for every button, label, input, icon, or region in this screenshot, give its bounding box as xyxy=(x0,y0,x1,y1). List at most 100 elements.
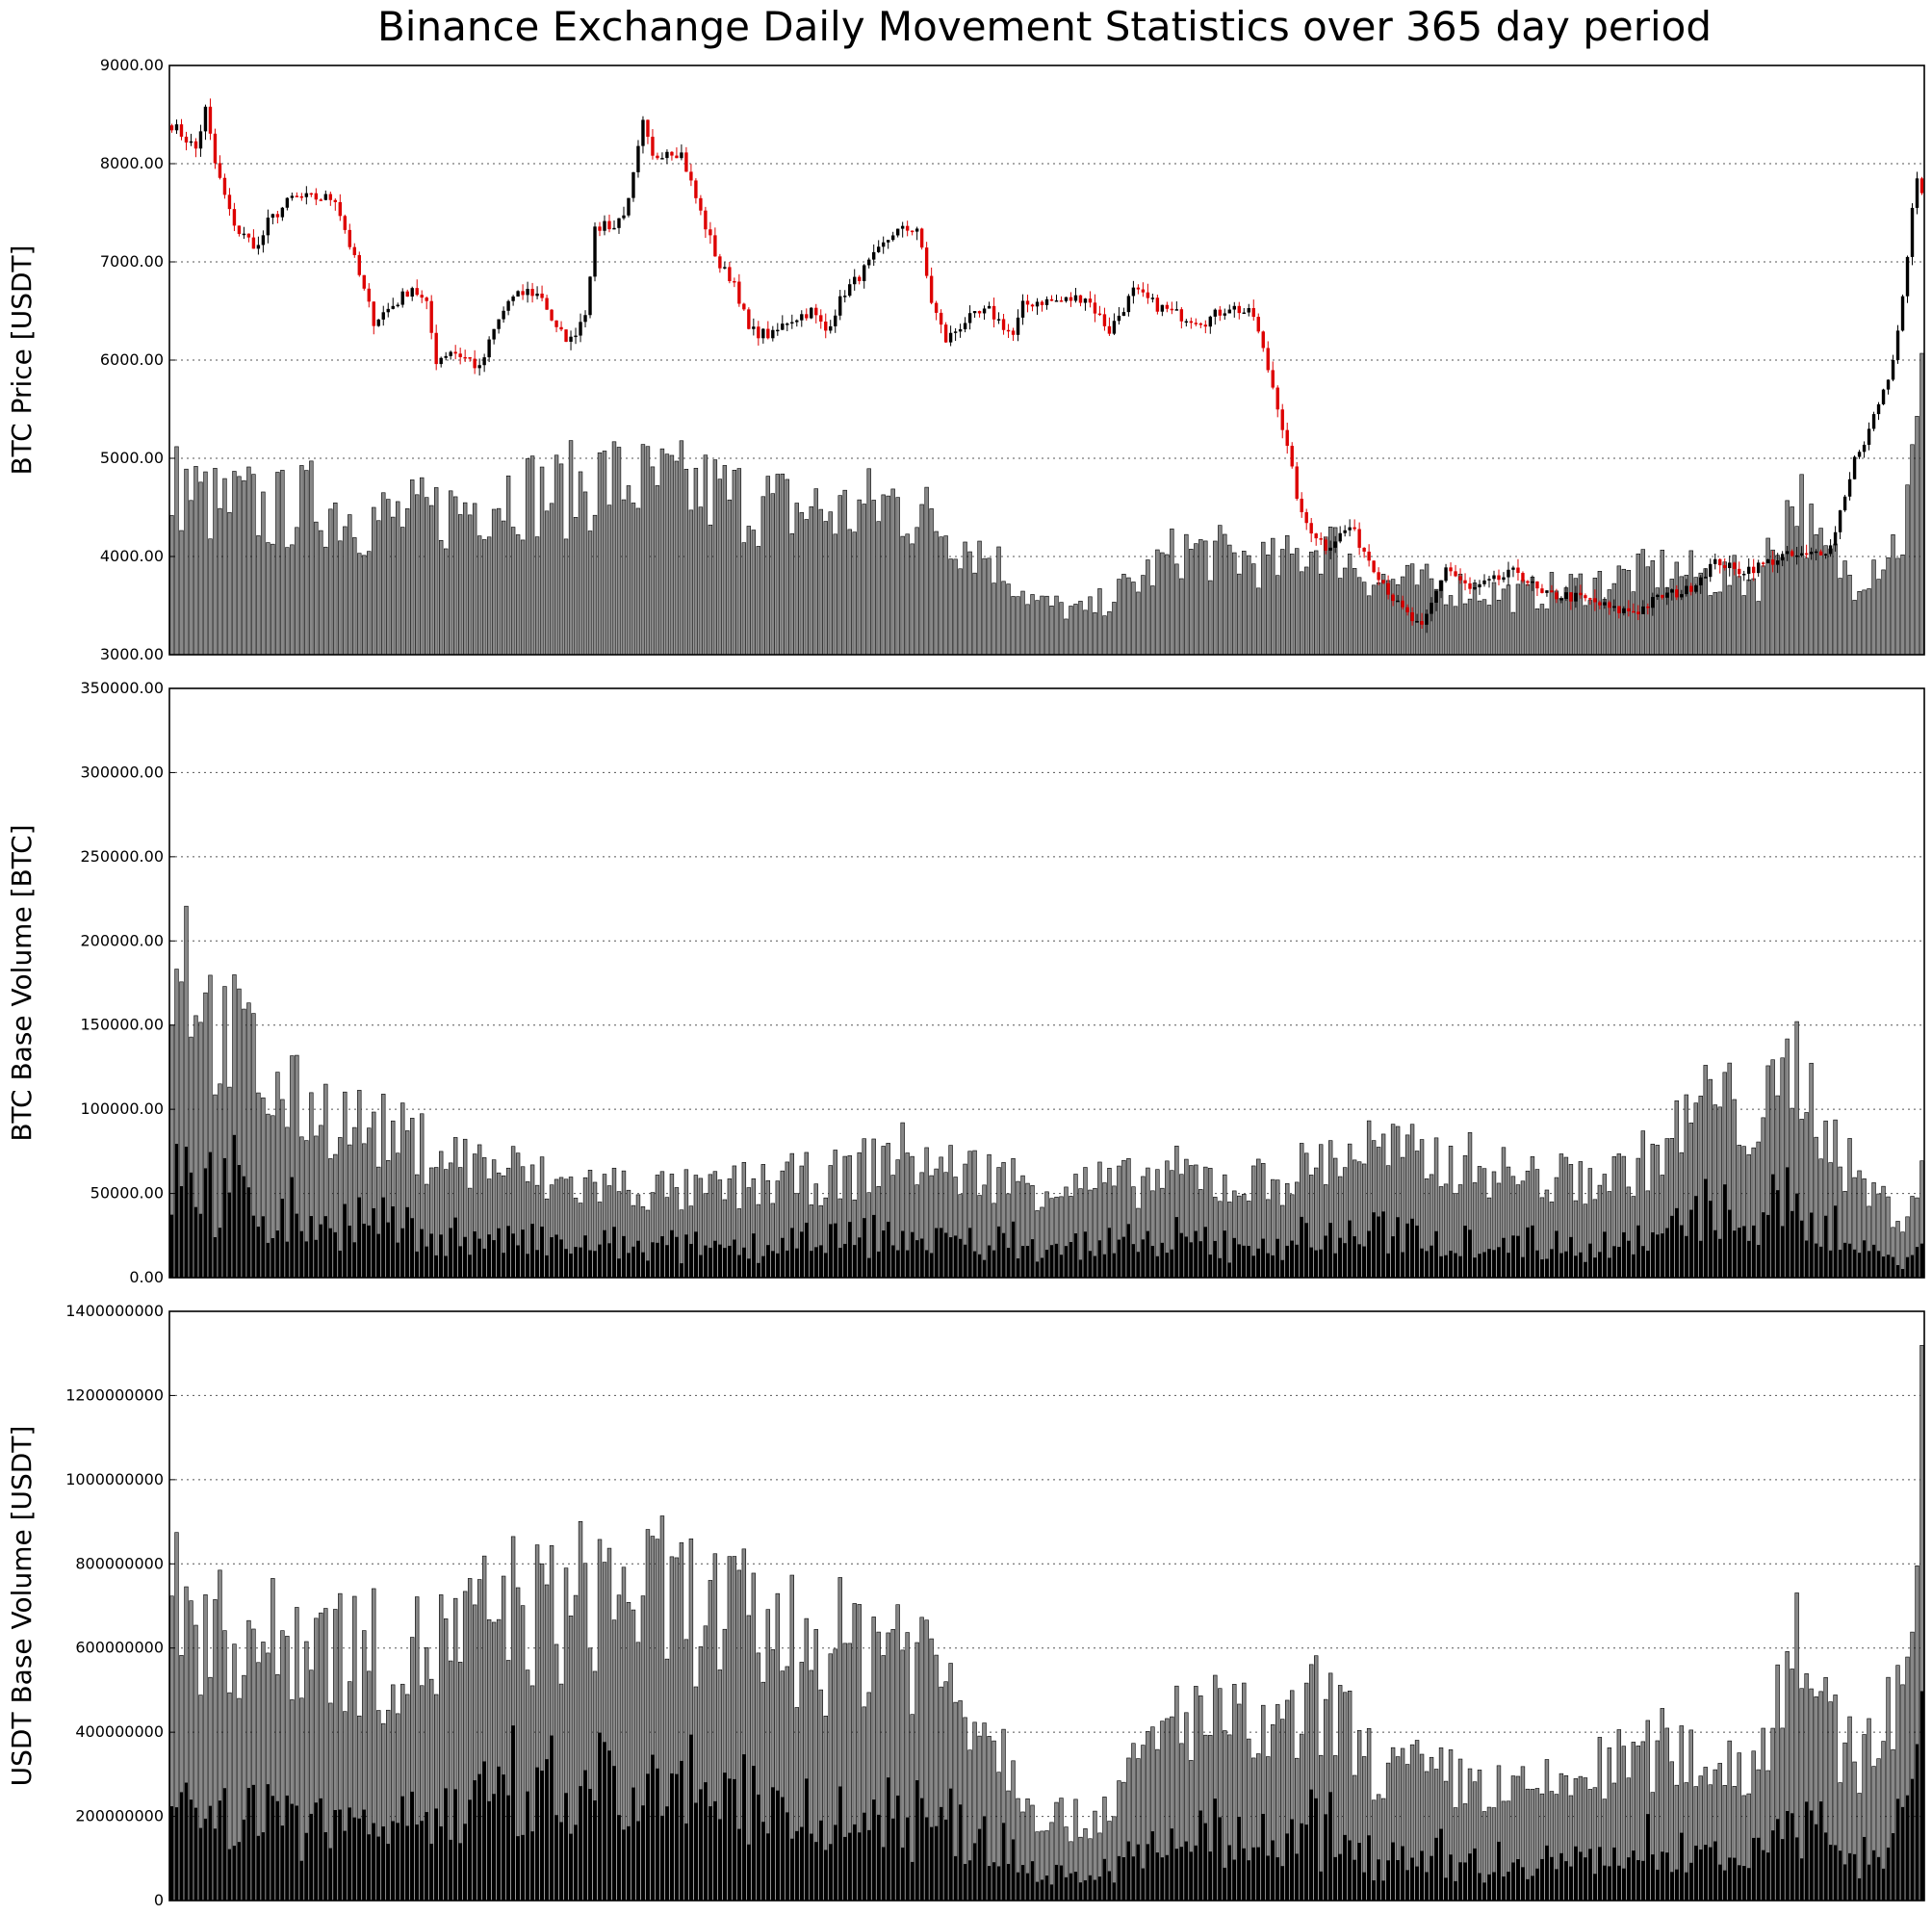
taker-volume-bar xyxy=(1420,1248,1424,1278)
price-volume-bar xyxy=(295,527,299,656)
candle-body xyxy=(929,275,934,303)
taker-volume-bar xyxy=(1737,1865,1741,1901)
candle-body xyxy=(569,336,573,342)
price-volume-bar xyxy=(1126,577,1131,656)
price-volume-bar xyxy=(1313,550,1319,656)
price-volume-bar xyxy=(717,479,723,656)
taker-volume-bar xyxy=(1449,1854,1453,1901)
taker-volume-bar xyxy=(1862,1836,1867,1901)
price-volume-bar xyxy=(549,503,554,656)
taker-volume-bar xyxy=(396,1242,400,1278)
price-volume-bar xyxy=(510,527,516,656)
candle-body xyxy=(1227,309,1231,314)
candle-body xyxy=(636,145,640,172)
taker-volume-bar xyxy=(1616,1247,1621,1278)
taker-volume-bar xyxy=(314,1239,319,1278)
price-volume-bar xyxy=(929,508,934,656)
taker-volume-bar xyxy=(607,1243,611,1278)
candle-body xyxy=(1756,562,1761,574)
taker-volume-bar xyxy=(1146,1844,1150,1901)
candle-body xyxy=(1804,553,1809,556)
taker-volume-bar xyxy=(1040,1257,1044,1278)
taker-volume-bar xyxy=(261,1216,266,1278)
taker-volume-bar xyxy=(1237,1244,1242,1278)
taker-volume-bar xyxy=(463,1236,468,1278)
taker-volume-bar xyxy=(242,1819,246,1901)
taker-volume-bar xyxy=(1184,1236,1189,1278)
price-volume-bar xyxy=(996,546,1001,656)
candle-body xyxy=(1049,298,1054,301)
taker-volume-bar xyxy=(910,1861,914,1901)
candle-body xyxy=(1747,566,1751,574)
price-volume-bar xyxy=(1823,545,1828,656)
candle-body xyxy=(1064,297,1069,301)
price-volume-bar xyxy=(242,479,246,656)
taker-volume-bar xyxy=(1285,1245,1290,1278)
candle-body xyxy=(992,305,996,320)
price-volume-bar xyxy=(1131,582,1136,656)
taker-volume-bar xyxy=(1650,1854,1655,1901)
candle-body xyxy=(1333,541,1337,548)
price-volume-bar xyxy=(1040,595,1044,656)
taker-volume-bar xyxy=(352,1817,357,1901)
taker-volume-bar xyxy=(1020,1865,1025,1901)
candle-body xyxy=(1093,302,1097,314)
taker-volume-bar xyxy=(1073,1233,1078,1278)
taker-volume-bar xyxy=(1794,1193,1799,1278)
taker-volume-bar xyxy=(631,1787,635,1901)
taker-volume-bar xyxy=(1160,1242,1165,1278)
price-volume-bar xyxy=(794,503,799,656)
taker-volume-bar xyxy=(1328,1223,1333,1278)
taker-volume-bar xyxy=(1511,1862,1515,1901)
taker-volume-bar xyxy=(208,1152,213,1278)
taker-volume-bar xyxy=(1208,1255,1213,1278)
candle-body xyxy=(1473,587,1477,589)
taker-volume-bar xyxy=(405,1206,410,1278)
candle-body xyxy=(1723,565,1727,569)
price-volume-bar xyxy=(756,546,761,656)
price-volume-bar xyxy=(1352,568,1357,656)
price-volume-bar xyxy=(732,470,737,656)
price-volume-bar xyxy=(420,477,425,656)
taker-volume-bar xyxy=(1732,1230,1737,1278)
taker-volume-bar xyxy=(1521,1867,1525,1901)
candle-body xyxy=(1535,581,1539,589)
taker-volume-bar xyxy=(468,1255,473,1278)
candle-body xyxy=(420,295,424,298)
price-candles xyxy=(169,98,1924,634)
taker-volume-bar xyxy=(526,1254,529,1278)
price-volume-bar xyxy=(1280,549,1285,656)
taker-volume-bar xyxy=(1016,1258,1020,1278)
taker-volume-bar xyxy=(1064,1246,1069,1278)
candle-body xyxy=(1391,594,1395,602)
taker-volume-bar xyxy=(1285,1833,1290,1901)
taker-volume-bar xyxy=(886,1221,890,1278)
taker-volume-bar xyxy=(218,1800,222,1901)
price-grid xyxy=(169,163,1924,557)
price-volume-bar xyxy=(1054,595,1059,656)
taker-volume-bar xyxy=(1867,1864,1871,1901)
price-volume-bar xyxy=(1256,587,1261,656)
taker-volume-bar xyxy=(1741,1226,1746,1278)
price-volume-bar xyxy=(352,537,357,656)
taker-volume-bar xyxy=(939,1228,943,1278)
taker-volume-bar xyxy=(1189,1851,1194,1901)
candle-body xyxy=(1833,531,1838,546)
candle-body xyxy=(458,353,462,357)
taker-volume-bar xyxy=(953,1855,958,1901)
taker-volume-bar xyxy=(1165,1854,1170,1901)
price-volume-bar xyxy=(876,521,881,656)
taker-volume-bar xyxy=(237,1165,242,1278)
price-volume-bar xyxy=(261,491,266,656)
taker-volume-bar xyxy=(362,1223,367,1278)
candle-body xyxy=(256,245,261,249)
taker-volume-bar xyxy=(1468,1853,1472,1901)
taker-volume-bar xyxy=(203,1818,208,1901)
taker-volume-bar xyxy=(698,1789,703,1901)
taker-volume-bar xyxy=(1078,1882,1083,1901)
price-volume-bar xyxy=(309,460,314,656)
taker-volume-bar xyxy=(1170,1828,1174,1901)
taker-volume-bar xyxy=(1386,1860,1391,1901)
taker-volume-bar xyxy=(323,1832,328,1901)
taker-volume-bar xyxy=(1006,1248,1011,1278)
